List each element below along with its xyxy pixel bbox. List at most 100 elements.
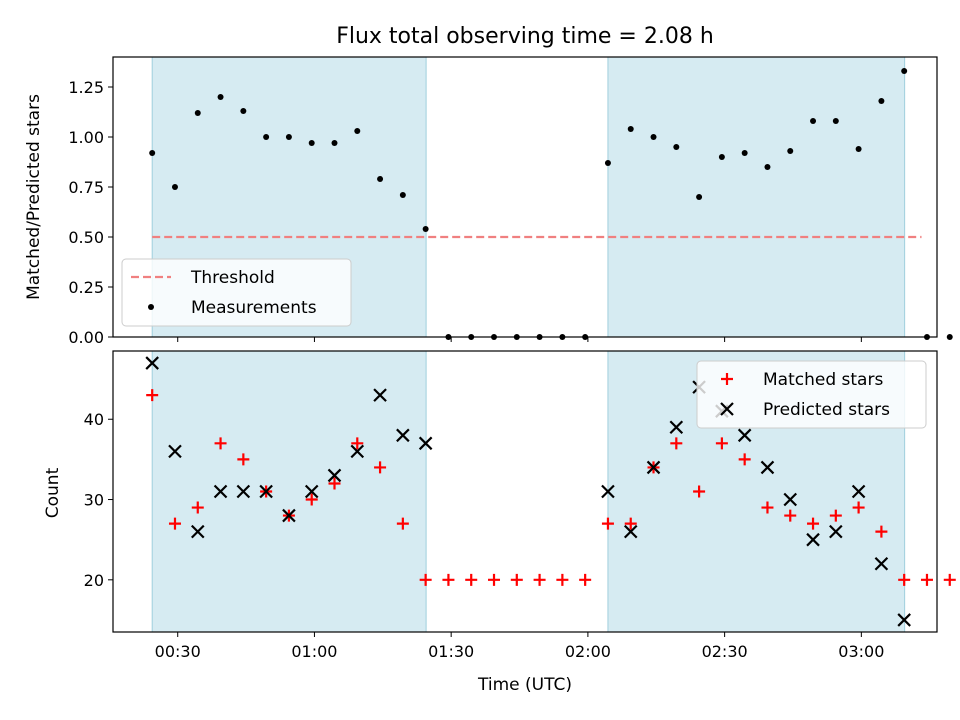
matched-star-point-34: [898, 573, 911, 586]
predicted-star-point-15: [623, 524, 638, 539]
measurement-point-13: [422, 226, 429, 232]
measurement-point-7: [285, 134, 292, 140]
y-tick-label-top-1: 0.00: [68, 328, 104, 347]
matched-star-point-8: [305, 493, 318, 506]
predicted-star-point-11: [373, 388, 387, 402]
predicted-star-point-24: [829, 524, 843, 539]
legend-predicted-label: Predicted stars: [763, 400, 890, 420]
matched-star-point-25: [693, 485, 706, 498]
matched-star-point-24: [670, 437, 683, 450]
matched-star-point-28: [761, 501, 774, 514]
x-tick-label-3: 01:30: [428, 642, 474, 661]
y-tick-label-top-3: 0.50: [68, 228, 104, 247]
legend-top: Threshold Measurements: [121, 258, 352, 327]
legend-matched-swatch: [721, 373, 733, 385]
matched-star-point-19: [556, 573, 569, 586]
x-tick-label-5: 02:30: [702, 642, 748, 661]
measurement-point-34: [901, 68, 908, 74]
measurement-point-4: [217, 94, 224, 100]
matched-star-point-11: [374, 461, 387, 474]
measurement-point-3: [194, 110, 201, 116]
measurement-point-23: [650, 134, 657, 140]
top-panel: 0.00 0.25 0.50 0.75 1.00 1.25 Threshold Measure…: [68, 56, 953, 347]
matched-star-point-29: [784, 509, 797, 522]
x-tick-label-1: 00:30: [155, 642, 201, 661]
y-tick-label-top-2: 0.25: [68, 278, 104, 297]
y-tick-label-bottom-1: 20: [84, 571, 104, 590]
matched-star-point-17: [510, 573, 523, 586]
matched-star-point-2: [168, 517, 181, 530]
predicted-star-point-23: [806, 532, 820, 547]
predicted-star-point-14: [601, 484, 615, 499]
measurement-point-27: [741, 150, 748, 156]
matched-star-point-9: [328, 477, 341, 490]
predicted-star-point-27: [897, 613, 911, 627]
matched-star-point-16: [488, 573, 501, 586]
predicted-star-point-21: [760, 460, 775, 475]
y-tick-label-bottom-2: 30: [84, 491, 104, 510]
measurement-point-12: [399, 192, 406, 198]
predicted-star-point-12: [396, 428, 410, 443]
predicted-star-point-6: [259, 484, 273, 499]
predicted-star-point-3: [190, 524, 205, 539]
predicted-star-point-1: [145, 356, 159, 370]
measurement-point-21: [604, 160, 611, 166]
measurement-point-24: [673, 144, 680, 150]
matched-star-point-30: [807, 517, 820, 530]
measurement-point-33: [878, 98, 885, 104]
matched-star-point-36: [943, 573, 956, 586]
legend-threshold-label: Threshold: [190, 268, 275, 288]
matched-star-point-4: [214, 437, 227, 450]
matched-star-point-5: [237, 453, 250, 466]
predicted-star-point-9: [327, 468, 342, 483]
matched-star-point-33: [875, 525, 888, 538]
predicted-star-point-22: [783, 492, 798, 507]
legend-bottom: Matched stars Predicted stars: [696, 360, 927, 429]
legend-matched-label: Matched stars: [763, 370, 883, 390]
matched-star-point-27: [738, 453, 751, 466]
measurement-point-26: [718, 154, 725, 160]
legend-measurements-label: Measurements: [191, 298, 317, 318]
measurement-point-1: [149, 150, 156, 156]
bottom-panel: 20 30 40 00:30 01:00 01:30 02:00 02:30 03:00 Matc…: [84, 350, 956, 661]
y-tick-label-bottom-3: 40: [84, 410, 104, 429]
x-tick-label-2: 01:00: [291, 642, 337, 661]
predicted-star-point-4: [213, 484, 228, 499]
predicted-star-point-17: [669, 420, 684, 435]
x-axis-label: Time (UTC): [477, 675, 572, 695]
measurement-point-2: [171, 184, 178, 190]
observing-window-bottom-1: [151, 350, 427, 633]
matched-star-point-12: [396, 517, 409, 530]
matched-star-point-13: [419, 573, 432, 586]
x-tick-label-4: 02:00: [565, 642, 611, 661]
predicted-star-point-20: [737, 428, 752, 443]
matched-star-point-21: [601, 517, 614, 530]
measurement-point-29: [787, 148, 794, 154]
matched-star-point-14: [442, 573, 455, 586]
y-tick-label-top-6: 1.25: [68, 78, 104, 97]
axes-frame-bottom: [112, 350, 938, 633]
matched-star-point-20: [579, 573, 592, 586]
matched-star-point-26: [715, 437, 728, 450]
predicted-star-point-25: [851, 484, 866, 499]
predicted-star-point-16: [646, 460, 661, 475]
legend-predicted-swatch: [720, 402, 734, 416]
axes-frame-top: [112, 56, 938, 338]
predicted-star-point-26: [874, 556, 889, 571]
matched-star-point-15: [465, 573, 478, 586]
measurement-point-9: [331, 140, 338, 146]
legend-measurements-swatch: [148, 304, 154, 310]
measurement-point-8: [308, 140, 315, 146]
observing-window-top-2: [607, 56, 906, 338]
y-axis-label-top: Matched/Predicted stars: [24, 94, 44, 300]
measurement-point-25: [696, 194, 703, 200]
legend-bottom-box: [696, 360, 927, 429]
predicted-star-point-5: [236, 484, 251, 499]
measurement-point-10: [354, 128, 361, 134]
measurement-point-36: [946, 334, 953, 340]
measurement-point-11: [377, 176, 384, 182]
predicted-star-point-10: [350, 444, 365, 459]
y-tick-label-top-4: 0.75: [68, 178, 104, 197]
measurement-point-6: [263, 134, 270, 140]
